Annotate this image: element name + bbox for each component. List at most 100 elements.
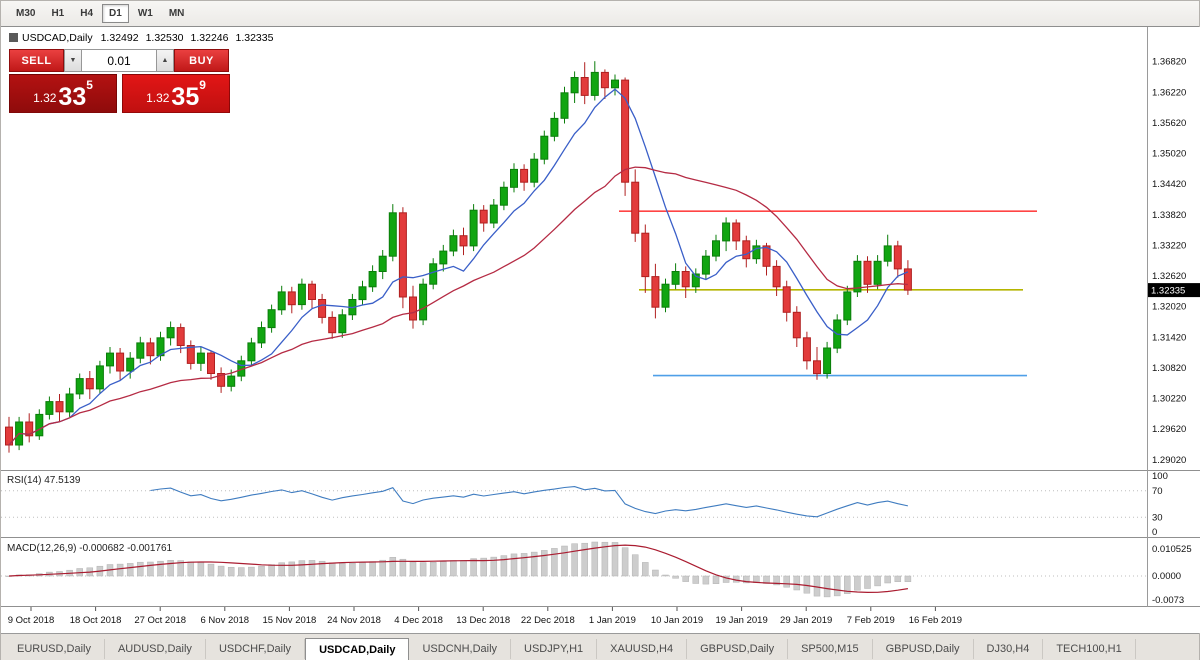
timeframe-button-h4[interactable]: H4 <box>80 8 94 19</box>
date-label: 29 Jan 2019 <box>780 615 832 626</box>
candle <box>903 260 912 295</box>
buy-price-box[interactable]: 1.32 35 9 <box>122 74 230 113</box>
candle <box>661 278 670 313</box>
candle <box>207 350 215 380</box>
macd-axis: 0.010525 0.0000 -0.0073 <box>1152 544 1192 606</box>
timeframe-button-w1[interactable]: W1 <box>137 8 153 19</box>
current-price-badge: 1.32335 <box>1148 283 1200 298</box>
date-label: 19 Jan 2019 <box>715 615 767 626</box>
trade-panel-prices: 1.32 33 5 1.32 35 9 <box>9 74 233 113</box>
chart-icon <box>9 33 18 42</box>
candle <box>883 234 892 267</box>
candle <box>459 227 468 256</box>
buy-price-big: 35 <box>171 83 200 111</box>
candle <box>217 367 226 393</box>
date-label: 4 Dec 2018 <box>394 615 443 626</box>
candle <box>35 409 44 440</box>
candle <box>358 280 367 305</box>
candle <box>25 413 34 443</box>
tab-audusd-daily[interactable]: AUDUSD,Daily <box>105 639 206 659</box>
candle <box>560 86 569 124</box>
timeframe-button-d1[interactable]: D1 <box>102 4 129 23</box>
sell-price-sup: 5 <box>86 78 93 92</box>
candle <box>631 169 640 242</box>
date-label: 22 Dec 2018 <box>521 615 575 626</box>
timeframe-button-m30[interactable]: M30 <box>16 8 36 19</box>
candle <box>732 219 741 250</box>
tab-xauusd-h4[interactable]: XAUUSD,H4 <box>597 639 688 659</box>
svg-text:70: 70 <box>1152 486 1163 497</box>
candle <box>873 255 882 290</box>
candle <box>823 341 832 379</box>
timeframe-button-h1[interactable]: H1 <box>51 8 65 19</box>
candle <box>651 263 660 319</box>
candle <box>116 348 125 380</box>
candle <box>257 321 266 348</box>
sell-price-box[interactable]: 1.32 33 5 <box>9 74 117 113</box>
svg-text:0.010525: 0.010525 <box>1152 544 1192 555</box>
tab-dj30-h4[interactable]: DJ30,H4 <box>974 639 1044 659</box>
tab-gbpusd-daily[interactable]: GBPUSD,Daily <box>687 639 789 659</box>
price-axis-label: 1.29620 <box>1152 424 1186 435</box>
price-axis-label: 1.30220 <box>1152 394 1186 405</box>
candle <box>247 337 256 366</box>
candle <box>499 181 508 211</box>
candle <box>388 204 397 262</box>
tab-usdcnh-daily[interactable]: USDCNH,Daily <box>409 639 512 659</box>
candle <box>419 278 428 326</box>
tab-sp500-m15[interactable]: SP500,M15 <box>788 639 873 659</box>
candles-layer <box>5 61 912 453</box>
tab-usdjpy-h1[interactable]: USDJPY,H1 <box>511 639 598 659</box>
rsi-axis: 100 70 30 0 <box>1152 471 1168 538</box>
volume-input[interactable] <box>81 49 157 72</box>
volume-up-button[interactable]: ▲ <box>157 49 174 72</box>
buy-button[interactable]: BUY <box>174 49 229 72</box>
date-axis: 9 Oct 2018 18 Oct 2018 27 Oct 2018 6 Nov 20… <box>8 607 962 626</box>
tab-eurusd-daily[interactable]: EURUSD,Daily <box>4 639 105 659</box>
rsi-label: RSI(14) 47.5139 <box>7 475 81 486</box>
one-click-trade-panel: SELL ▼ ▲ BUY 1.32 33 5 1.32 35 9 <box>9 49 233 113</box>
candle <box>772 260 781 296</box>
rsi-line <box>150 486 909 518</box>
sell-button[interactable]: SELL <box>9 49 64 72</box>
candle <box>742 235 751 268</box>
svg-text:30: 30 <box>1152 513 1163 524</box>
candle <box>186 340 195 370</box>
candle <box>439 244 448 272</box>
candle <box>5 416 13 453</box>
chart-canvas[interactable]: 1.36820 1.36220 1.35620 1.35020 1.34420 1.338… <box>1 27 1200 633</box>
candle <box>136 336 145 364</box>
timeframe-button-mn[interactable]: MN <box>168 8 185 19</box>
macd-label: MACD(12,26,9) -0.000682 -0.001761 <box>7 543 173 554</box>
candle <box>267 304 276 333</box>
date-label: 10 Jan 2019 <box>651 615 703 626</box>
date-label: 13 Dec 2018 <box>456 615 510 626</box>
candle <box>328 311 337 339</box>
candle <box>126 352 135 379</box>
date-label: 9 Oct 2018 <box>8 615 54 626</box>
price-axis-label: 1.29020 <box>1152 455 1186 466</box>
tab-tech100-h1[interactable]: TECH100,H1 <box>1043 639 1136 659</box>
candle <box>681 266 690 298</box>
candle <box>782 280 791 322</box>
candle <box>55 394 64 422</box>
volume-down-button[interactable]: ▼ <box>64 49 81 72</box>
chart-window[interactable]: 1.36820 1.36220 1.35620 1.35020 1.34420 1.338… <box>1 27 1200 633</box>
tab-usdchf-daily[interactable]: USDCHF,Daily <box>206 639 306 659</box>
candle <box>691 268 700 293</box>
candle <box>308 280 316 309</box>
candle <box>530 153 539 188</box>
candle <box>893 240 902 278</box>
ma-slow-line <box>8 166 908 446</box>
candle <box>398 207 407 309</box>
candle <box>712 234 720 262</box>
candle <box>580 62 589 105</box>
candle <box>641 224 650 293</box>
macd-signal-line <box>8 544 908 594</box>
sell-price-big: 33 <box>58 83 87 111</box>
tab-gbpusd-daily[interactable]: GBPUSD,Daily <box>873 639 974 659</box>
chart-symbol-line: USDCAD,Daily 1.32492 1.32530 1.32246 1.32335 <box>9 32 274 44</box>
candle <box>600 69 609 99</box>
tab-usdcad-daily[interactable]: USDCAD,Daily <box>305 638 410 660</box>
